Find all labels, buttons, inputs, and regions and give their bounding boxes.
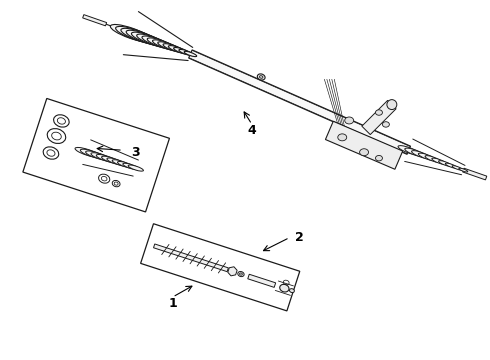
Ellipse shape: [439, 161, 452, 166]
Polygon shape: [189, 50, 411, 154]
Ellipse shape: [152, 40, 177, 50]
Text: 3: 3: [131, 146, 140, 159]
Ellipse shape: [86, 151, 107, 160]
Text: 1: 1: [168, 297, 177, 310]
Ellipse shape: [338, 134, 347, 141]
Ellipse shape: [345, 117, 354, 124]
Ellipse shape: [107, 158, 125, 165]
Ellipse shape: [240, 273, 243, 275]
Ellipse shape: [173, 48, 190, 54]
Ellipse shape: [137, 34, 168, 47]
Ellipse shape: [375, 156, 382, 161]
Ellipse shape: [80, 149, 103, 158]
Ellipse shape: [116, 26, 155, 43]
Ellipse shape: [147, 38, 174, 49]
Ellipse shape: [432, 158, 446, 165]
Polygon shape: [248, 274, 276, 287]
Ellipse shape: [91, 153, 112, 161]
Ellipse shape: [375, 110, 382, 115]
Ellipse shape: [452, 166, 463, 170]
Ellipse shape: [445, 163, 457, 168]
Ellipse shape: [163, 44, 184, 52]
Ellipse shape: [382, 122, 390, 127]
Ellipse shape: [280, 284, 289, 292]
Ellipse shape: [238, 271, 244, 276]
Ellipse shape: [360, 149, 368, 156]
Ellipse shape: [101, 156, 121, 164]
Polygon shape: [325, 121, 403, 169]
Ellipse shape: [110, 24, 151, 42]
Ellipse shape: [179, 49, 194, 55]
Ellipse shape: [128, 165, 144, 171]
Ellipse shape: [387, 100, 397, 109]
Polygon shape: [228, 267, 237, 276]
Ellipse shape: [118, 162, 134, 168]
Ellipse shape: [405, 148, 425, 157]
Polygon shape: [83, 15, 107, 26]
Ellipse shape: [96, 154, 117, 163]
Ellipse shape: [142, 36, 171, 48]
Polygon shape: [362, 100, 396, 135]
Polygon shape: [23, 98, 170, 212]
Ellipse shape: [412, 150, 430, 159]
Ellipse shape: [418, 153, 436, 161]
Ellipse shape: [184, 51, 196, 57]
Ellipse shape: [459, 168, 468, 172]
Text: 4: 4: [247, 124, 256, 137]
Ellipse shape: [257, 74, 265, 80]
Polygon shape: [463, 168, 487, 180]
Ellipse shape: [260, 76, 263, 78]
Ellipse shape: [290, 289, 294, 293]
Ellipse shape: [123, 163, 139, 170]
Text: 2: 2: [295, 231, 304, 244]
Ellipse shape: [131, 32, 164, 46]
Polygon shape: [153, 244, 228, 272]
Ellipse shape: [126, 30, 161, 45]
Ellipse shape: [75, 148, 98, 157]
Ellipse shape: [169, 46, 187, 53]
Ellipse shape: [121, 28, 158, 44]
Ellipse shape: [425, 156, 441, 162]
Polygon shape: [141, 224, 300, 311]
Ellipse shape: [112, 160, 130, 167]
Ellipse shape: [398, 145, 419, 155]
Ellipse shape: [158, 42, 180, 51]
